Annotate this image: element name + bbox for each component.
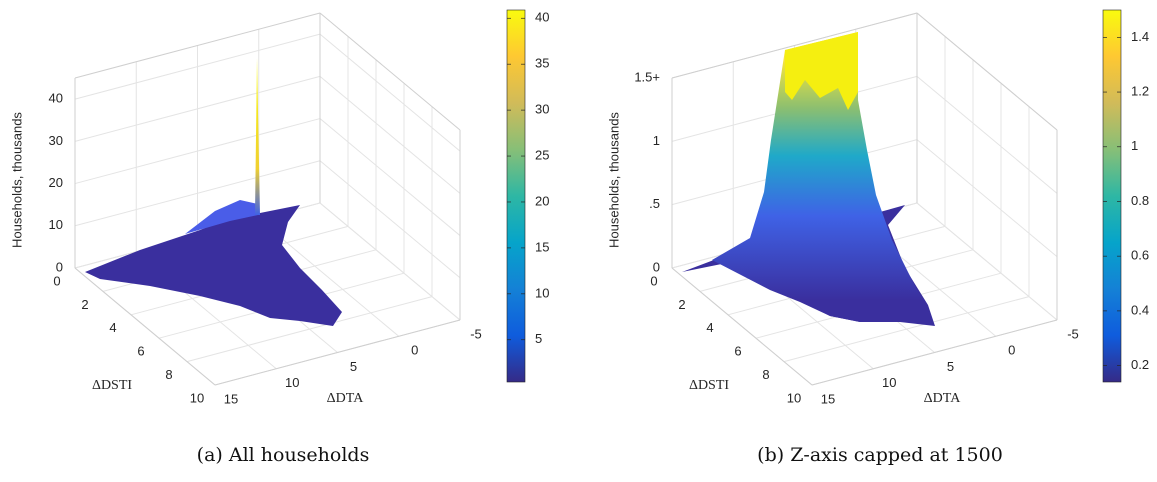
grid-line <box>319 33 461 152</box>
x-tick-label: 8 <box>762 367 769 382</box>
z-tick-label: 20 <box>49 175 63 190</box>
z-tick-label: 30 <box>49 133 63 148</box>
y-tick-label: 5 <box>947 359 954 374</box>
grid-line <box>916 75 1058 194</box>
x-axis <box>671 267 813 386</box>
colorbar-tick-label: 10 <box>535 285 549 300</box>
box-edge <box>319 12 461 131</box>
x-axis-label: ΔDSTI <box>689 378 729 393</box>
grid-line <box>74 33 321 100</box>
grid-line <box>74 75 321 142</box>
colorbar-tick-label: 40 <box>535 10 549 25</box>
y-axis <box>811 319 1058 386</box>
y-tick-label: 15 <box>821 391 835 406</box>
x-tick-label: 8 <box>165 367 172 382</box>
grid-line <box>74 160 321 227</box>
y-axis-label: ΔDTA <box>924 391 962 406</box>
axes-grid <box>74 12 461 386</box>
z-axis-label: Households, thousands <box>606 112 621 248</box>
colorbar-tick-label: 20 <box>535 193 549 208</box>
colorbar-tick-label: 5 <box>535 331 542 346</box>
x-tick-label: 10 <box>787 390 801 405</box>
x-tick-label: 4 <box>706 320 713 335</box>
colorbar-tick-label: 1.4 <box>1131 29 1149 44</box>
x-tick-label: 4 <box>109 320 116 335</box>
colorbar-tick-label: 30 <box>535 102 549 117</box>
grid-line <box>319 118 461 236</box>
z-tick-label: 1 <box>653 133 660 148</box>
grid-line <box>916 139 1058 258</box>
x-tick-label: 6 <box>734 344 741 359</box>
surface-cap <box>785 32 858 110</box>
z-tick-label: 0 <box>56 259 63 274</box>
y-tick-label: -5 <box>470 326 482 341</box>
y-tick-label: 10 <box>285 375 299 390</box>
surface-mountain <box>712 32 930 322</box>
surface-ridge <box>185 200 258 234</box>
z-tick-label: 40 <box>49 91 63 106</box>
colorbar <box>1102 9 1122 383</box>
y-tick-label: 15 <box>224 391 238 406</box>
y-tick-label: 10 <box>882 375 896 390</box>
colorbar-tick-label: 1.2 <box>1131 83 1149 98</box>
colorbar-tick-label: 35 <box>535 56 549 71</box>
grid-line <box>319 160 461 279</box>
x-tick-label: 0 <box>53 273 60 288</box>
y-tick-label: -5 <box>1067 326 1079 341</box>
grid-line <box>319 202 461 321</box>
z-tick-label: 10 <box>49 217 63 232</box>
x-tick-label: 2 <box>81 297 88 312</box>
x-axis <box>74 267 216 386</box>
surface-floor <box>85 205 342 326</box>
grid-line <box>319 75 461 194</box>
y-tick-label: 0 <box>411 343 418 358</box>
box-edge <box>916 12 1058 131</box>
x-tick-label: 2 <box>678 297 685 312</box>
z-tick-label: 1.5+ <box>634 69 660 84</box>
z-tick-label: .5 <box>649 196 660 211</box>
caption: (b) Z-axis capped at 1500 <box>757 444 1003 466</box>
grid-line <box>186 296 433 363</box>
colorbar-tick-label: 0.6 <box>1131 248 1149 263</box>
z-axis-label: Households, thousands <box>9 112 24 248</box>
caption: (a) All households <box>197 444 370 466</box>
colorbar-tick-label: 0.2 <box>1131 357 1149 372</box>
surface <box>85 32 935 326</box>
grid-line <box>783 296 1030 363</box>
grid-line <box>74 118 321 185</box>
surface-spike <box>255 58 260 215</box>
y-axis <box>214 319 461 386</box>
colorbar <box>506 9 526 383</box>
colorbar-tick-label: 15 <box>535 239 549 254</box>
box-edge <box>74 12 321 79</box>
y-axis-label: ΔDTA <box>327 391 365 406</box>
colorbar-tick-label: 25 <box>535 147 549 162</box>
colorbar-tick-label: 0.4 <box>1131 302 1149 317</box>
y-tick-label: 5 <box>350 359 357 374</box>
x-tick-label: 10 <box>190 390 204 405</box>
x-axis-label: ΔDSTI <box>92 378 132 393</box>
grid-line <box>916 202 1058 321</box>
colorbar-tick-label: 0.8 <box>1131 193 1149 208</box>
y-tick-label: 0 <box>1008 343 1015 358</box>
colorbar-tick-label: 1 <box>1131 138 1138 153</box>
box-edge <box>671 12 918 79</box>
z-tick-label: 0 <box>653 259 660 274</box>
x-tick-label: 6 <box>137 344 144 359</box>
x-tick-label: 0 <box>650 273 657 288</box>
